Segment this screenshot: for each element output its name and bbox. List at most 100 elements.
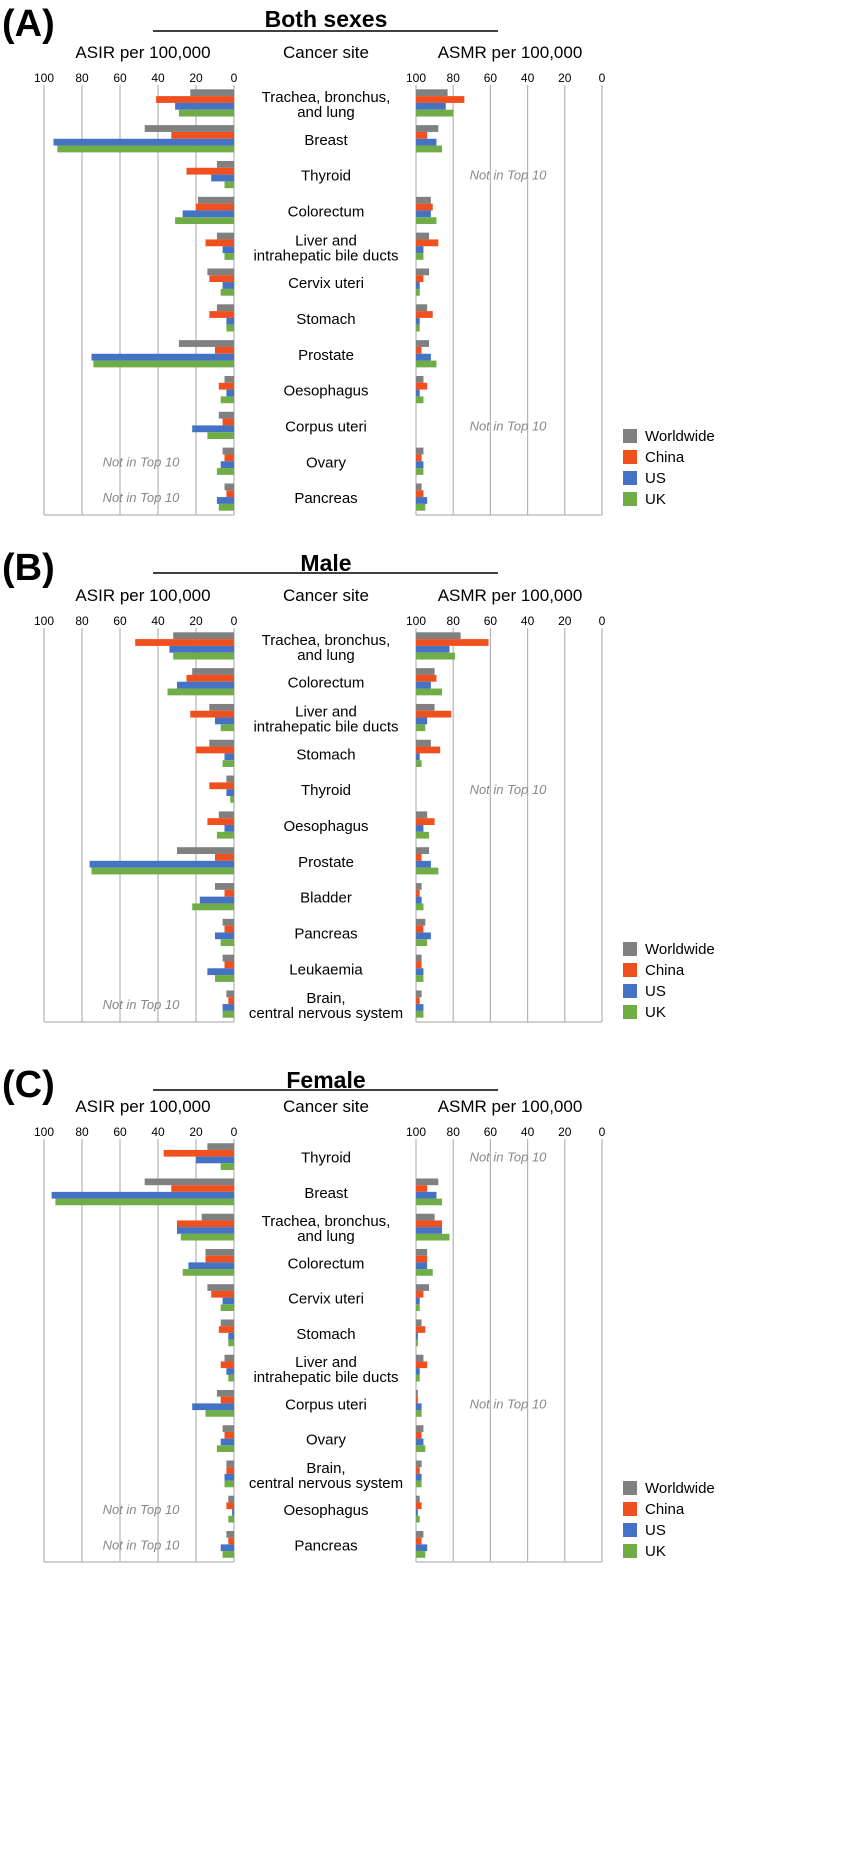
asmr-bar-worldwide	[416, 1530, 424, 1538]
panel-tag: (C)	[2, 1064, 55, 1106]
not-in-top10-note: Not in Top 10	[103, 1502, 181, 1517]
asmr-bar-us	[416, 389, 420, 397]
cancer-site-label: Colorectum	[288, 675, 365, 692]
panel-tag: (B)	[2, 547, 55, 589]
asir-bar-worldwide	[178, 340, 234, 347]
not-in-top10-note: Not in Top 10	[470, 168, 548, 183]
asir-bar-uk	[215, 975, 234, 982]
panel-tag: (A)	[2, 3, 55, 45]
cancer-site-label: Pancreas	[294, 490, 357, 507]
asir-bar-us	[182, 210, 234, 218]
legend-label: Worldwide	[645, 1480, 715, 1497]
asir-bar-worldwide	[205, 1248, 234, 1256]
right-tick-label: 100	[406, 71, 426, 85]
legend-label: Worldwide	[645, 428, 715, 445]
asmr-bar-worldwide	[416, 918, 426, 926]
asir-bar-us	[226, 789, 234, 796]
asir-bar-us	[211, 174, 234, 182]
left-axis-label: ASIR per 100,000	[75, 43, 210, 62]
asir-bar-uk	[173, 652, 234, 660]
not-in-top10-note: Not in Top 10	[103, 1537, 181, 1552]
asir-bar-worldwide	[226, 1530, 234, 1538]
legend-swatch-worldwide	[623, 429, 637, 443]
asmr-bar-china	[416, 1255, 428, 1263]
asir-bar-worldwide	[228, 1495, 234, 1503]
asir-bar-uk	[55, 1198, 235, 1206]
asir-bar-china	[209, 311, 234, 318]
asmr-bar-us	[416, 717, 428, 725]
cancer-site-label: Ovary	[306, 1432, 347, 1449]
legend-label: UK	[645, 491, 666, 508]
asmr-bar-uk	[416, 760, 422, 767]
asmr-bar-worldwide	[416, 1495, 420, 1503]
asmr-bar-worldwide	[416, 990, 422, 998]
asmr-bar-us	[416, 353, 431, 361]
asir-bar-china	[228, 997, 234, 1005]
asir-bar-uk	[230, 795, 234, 803]
asmr-bar-uk	[416, 652, 456, 660]
asir-bar-uk	[226, 324, 234, 332]
legend-swatch-uk	[623, 492, 637, 506]
cancer-site-label: Liver and	[295, 232, 357, 249]
asir-bar-us	[224, 753, 234, 761]
asir-bar-china	[211, 1290, 234, 1298]
legend-swatch-china	[623, 1502, 637, 1516]
asir-bar-worldwide	[144, 1178, 234, 1186]
legend-label: China	[645, 1501, 685, 1518]
asir-bar-worldwide	[216, 1389, 234, 1397]
asmr-bar-worldwide	[416, 232, 430, 240]
asmr-bar-uk	[416, 1374, 420, 1382]
asmr-bar-us	[416, 246, 424, 254]
asir-bar-us	[207, 968, 234, 976]
asmr-bar-uk	[416, 145, 443, 153]
left-tick-label: 100	[34, 71, 54, 85]
cancer-site-label: Stomach	[296, 311, 355, 328]
center-header: Cancer site	[283, 586, 369, 605]
asir-bar-worldwide	[224, 483, 234, 491]
asir-bar-us	[226, 317, 234, 325]
asmr-bar-uk	[416, 360, 437, 368]
legend-label: UK	[645, 1004, 666, 1021]
asmr-bar-us	[416, 102, 446, 110]
cancer-site-label: Corpus uteri	[285, 418, 367, 435]
asmr-bar-china	[416, 997, 420, 1005]
asmr-bar-worldwide	[416, 483, 422, 491]
asir-bar-worldwide	[220, 1319, 234, 1327]
asmr-bar-uk	[416, 867, 439, 875]
right-tick-label: 40	[521, 71, 535, 85]
asmr-bar-uk	[416, 939, 428, 947]
asmr-bar-uk	[416, 288, 420, 296]
asir-bar-us	[220, 1544, 234, 1552]
asmr-bar-us	[416, 825, 424, 832]
asir-bar-worldwide	[207, 1284, 234, 1291]
asir-bar-us	[222, 1297, 234, 1305]
right-axis-label: ASMR per 100,000	[438, 1097, 583, 1116]
asir-bar-uk	[222, 760, 234, 767]
asir-bar-worldwide	[144, 125, 234, 132]
asir-bar-china	[135, 639, 234, 646]
asir-bar-china	[205, 239, 234, 247]
asmr-bar-worldwide	[416, 847, 430, 855]
left-tick-label: 0	[231, 1125, 238, 1139]
left-tick-label: 100	[34, 1125, 54, 1139]
cancer-site-label: Breast	[304, 132, 348, 149]
asmr-bar-us	[416, 1438, 424, 1446]
not-in-top10-note: Not in Top 10	[103, 454, 181, 469]
asir-bar-china	[186, 167, 234, 175]
asmr-bar-uk	[416, 1515, 420, 1523]
asmr-bar-china	[416, 203, 433, 211]
asmr-bar-us	[416, 282, 420, 289]
asmr-bar-us	[416, 681, 431, 689]
asir-bar-china	[190, 710, 234, 718]
cancer-site-label: Ovary	[306, 454, 347, 471]
asir-bar-china	[196, 746, 234, 754]
cancer-site-label: Oesophagus	[283, 383, 368, 400]
asmr-bar-worldwide	[416, 739, 431, 747]
asir-bar-us	[53, 138, 234, 146]
asmr-bar-uk	[416, 975, 424, 982]
asmr-bar-china	[416, 818, 435, 825]
asir-bar-uk	[218, 503, 234, 511]
asir-bar-us	[222, 246, 234, 254]
left-tick-label: 80	[75, 71, 89, 85]
asmr-bar-us	[416, 753, 420, 761]
